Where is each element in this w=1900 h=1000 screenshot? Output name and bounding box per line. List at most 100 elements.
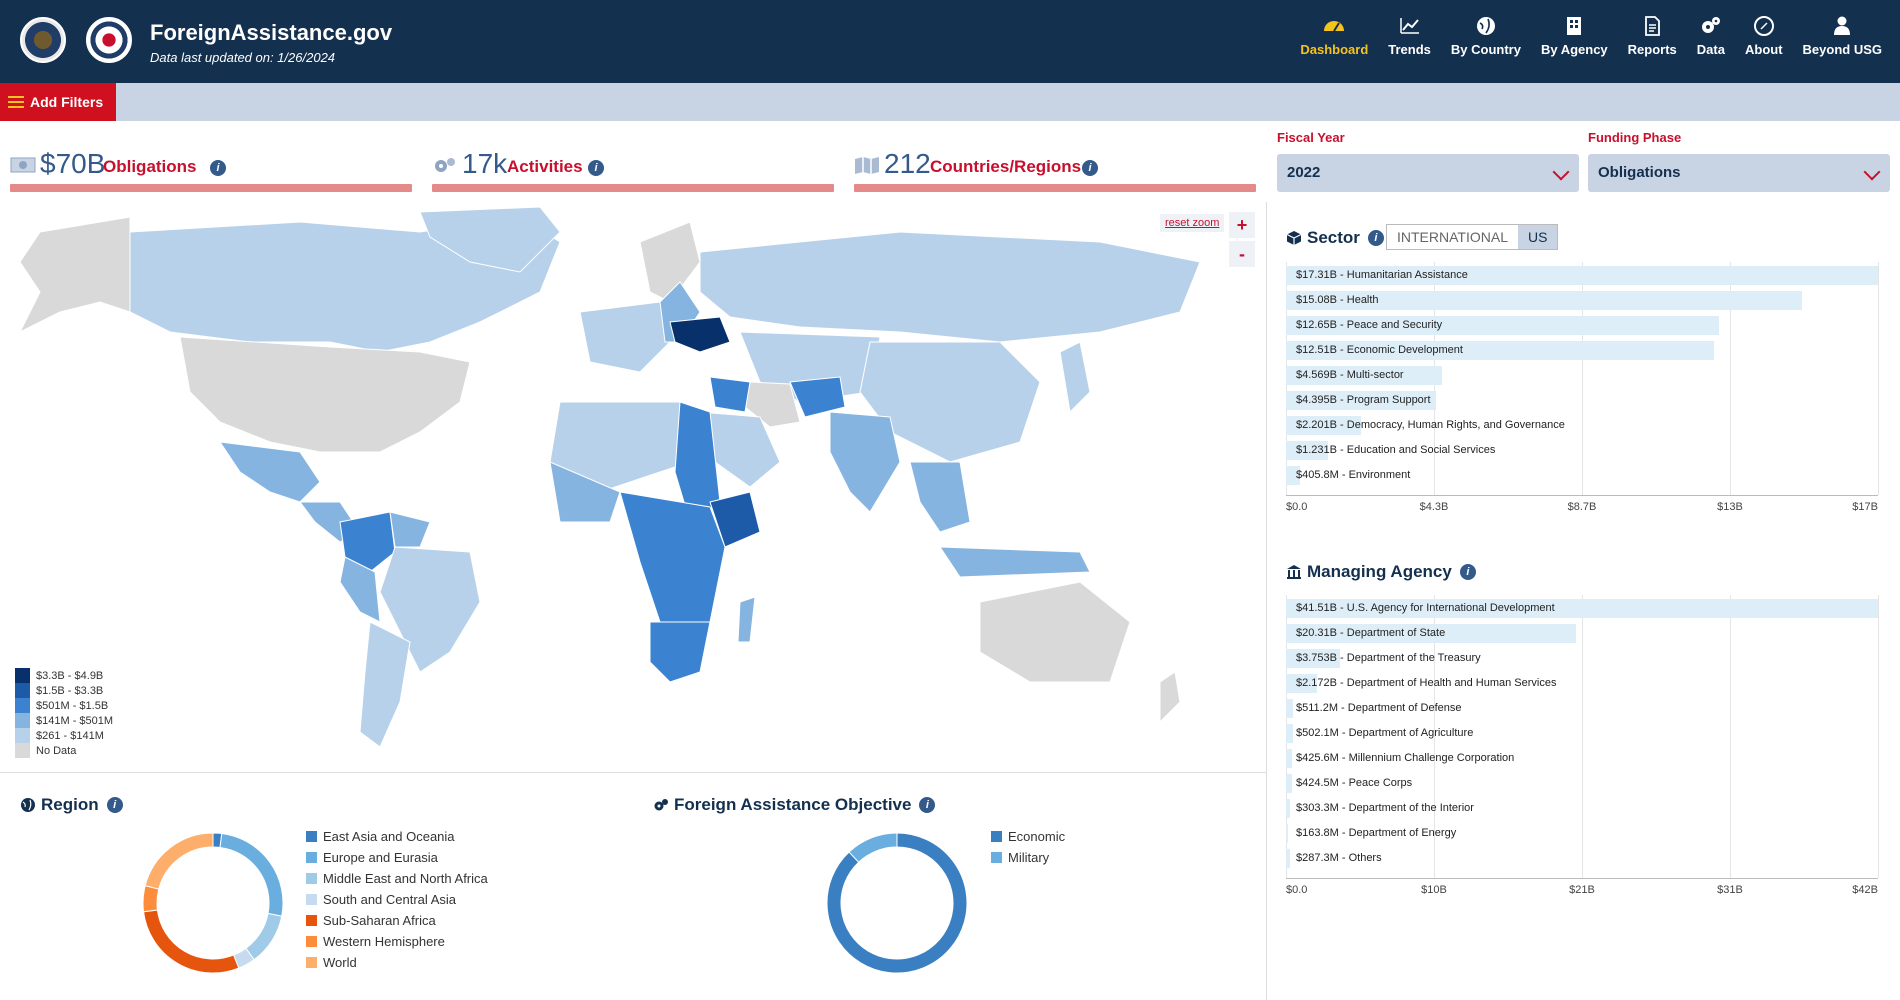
legend-item[interactable]: South and Central Asia: [306, 889, 488, 910]
bar[interactable]: [1286, 291, 1802, 310]
objective-donut-chart[interactable]: [822, 828, 972, 978]
legend-item[interactable]: Middle East and North Africa: [306, 868, 488, 889]
map-country-indonesia[interactable]: [939, 546, 1091, 578]
legend-item[interactable]: Economic: [991, 826, 1065, 847]
world-map[interactable]: [0, 202, 1266, 772]
bar-row[interactable]: $20.31B - Department of State: [1286, 624, 1878, 643]
bar-row[interactable]: $511.2M - Department of Defense: [1286, 699, 1878, 718]
info-icon[interactable]: i: [1082, 160, 1098, 176]
map-country-scandinavia[interactable]: [639, 221, 701, 303]
donut-slice[interactable]: [142, 884, 160, 913]
bar-row[interactable]: $424.5M - Peace Corps: [1286, 774, 1878, 793]
map-country-india[interactable]: [829, 411, 901, 513]
legend-item[interactable]: World: [306, 952, 488, 973]
map-country-ethiopia[interactable]: [709, 491, 761, 548]
toggle-international[interactable]: INTERNATIONAL: [1397, 229, 1508, 245]
bar[interactable]: [1286, 624, 1576, 643]
map-country-colombia[interactable]: [339, 511, 396, 573]
bar-row[interactable]: $12.51B - Economic Development: [1286, 341, 1878, 360]
donut-slice[interactable]: [245, 912, 283, 961]
map-country-north-africa[interactable]: [549, 401, 691, 493]
bar[interactable]: [1286, 824, 1289, 843]
map-country-usa[interactable]: [179, 336, 471, 453]
map-country-western-europe[interactable]: [579, 301, 671, 373]
donut-slice[interactable]: [826, 832, 968, 974]
zoom-in-button[interactable]: +: [1229, 212, 1255, 238]
map-country-new-zealand[interactable]: [1159, 671, 1181, 724]
donut-slice[interactable]: [144, 832, 214, 890]
map-country-southern-africa[interactable]: [649, 621, 711, 683]
donut-slice[interactable]: [219, 832, 284, 917]
nav-by-agency[interactable]: By Agency: [1531, 14, 1618, 57]
donut-slice[interactable]: [848, 832, 898, 863]
legend-item[interactable]: East Asia and Oceania: [306, 826, 488, 847]
site-title[interactable]: ForeignAssistance.gov: [150, 20, 393, 45]
map-country-peru[interactable]: [339, 556, 381, 623]
bar[interactable]: [1286, 266, 1878, 285]
legend-item[interactable]: Sub-Saharan Africa: [306, 910, 488, 931]
zoom-out-button[interactable]: -: [1229, 241, 1255, 267]
map-country-madagascar[interactable]: [737, 596, 756, 643]
map-country-mexico[interactable]: [218, 441, 321, 503]
toggle-us[interactable]: US: [1517, 225, 1558, 249]
map-country-venezuela[interactable]: [389, 511, 431, 548]
state-department-seal[interactable]: [20, 17, 66, 63]
region-donut-chart[interactable]: [138, 828, 288, 978]
bar-row[interactable]: $2.172B - Department of Health and Human…: [1286, 674, 1878, 693]
map-country-ukraine[interactable]: [669, 316, 731, 353]
donut-slice[interactable]: [142, 909, 240, 974]
bar[interactable]: [1286, 599, 1878, 618]
bar[interactable]: [1286, 799, 1291, 818]
bar[interactable]: [1286, 316, 1719, 335]
nav-reports[interactable]: Reports: [1618, 14, 1687, 57]
map-country-west-africa[interactable]: [549, 461, 621, 523]
nav-by-country[interactable]: By Country: [1441, 14, 1531, 57]
nav-trends[interactable]: Trends: [1378, 14, 1441, 57]
bar[interactable]: [1286, 649, 1340, 668]
bar-row[interactable]: $502.1M - Department of Agriculture: [1286, 724, 1878, 743]
bar[interactable]: [1286, 674, 1317, 693]
bar[interactable]: [1286, 466, 1300, 485]
map-country-greenland[interactable]: [419, 206, 561, 273]
bar-row[interactable]: $425.6M - Millennium Challenge Corporati…: [1286, 749, 1878, 768]
map-country-argentina[interactable]: [359, 621, 411, 748]
bar[interactable]: [1286, 774, 1293, 793]
map-country-central-africa[interactable]: [619, 491, 726, 623]
bar-row[interactable]: $3.753B - Department of the Treasury: [1286, 649, 1878, 668]
map-country-australia[interactable]: [979, 581, 1131, 683]
legend-item[interactable]: Military: [991, 847, 1065, 868]
add-filters-button[interactable]: Add Filters: [0, 83, 116, 121]
fiscal-year-select[interactable]: 2022: [1277, 154, 1579, 192]
info-icon[interactable]: i: [919, 797, 936, 813]
bar-row[interactable]: $287.3M - Others: [1286, 849, 1878, 868]
bar-row[interactable]: $4.395B - Program Support: [1286, 391, 1878, 410]
world-map-svg[interactable]: [0, 202, 1266, 772]
sector-toggle[interactable]: INTERNATIONAL US: [1386, 224, 1559, 250]
bar[interactable]: [1286, 699, 1294, 718]
map-country-china[interactable]: [859, 341, 1041, 463]
bar[interactable]: [1286, 416, 1362, 435]
bar-row[interactable]: $4.569B - Multi-sector: [1286, 366, 1878, 385]
reset-zoom-link[interactable]: reset zoom: [1160, 214, 1225, 232]
bar[interactable]: [1286, 749, 1293, 768]
info-icon[interactable]: i: [588, 160, 604, 176]
legend-item[interactable]: Western Hemisphere: [306, 931, 488, 952]
bar-row[interactable]: $2.201B - Democracy, Human Rights, and G…: [1286, 416, 1878, 435]
nav-beyond-usg[interactable]: Beyond USG: [1793, 14, 1892, 57]
info-icon[interactable]: i: [210, 160, 226, 176]
bar-row[interactable]: $405.8M - Environment: [1286, 466, 1878, 485]
nav-dashboard[interactable]: Dashboard: [1290, 14, 1378, 57]
bar-row[interactable]: $41.51B - U.S. Agency for International …: [1286, 599, 1878, 618]
usaid-seal[interactable]: [86, 17, 132, 63]
legend-item[interactable]: Europe and Eurasia: [306, 847, 488, 868]
nav-about[interactable]: About: [1735, 14, 1793, 57]
bar[interactable]: [1286, 391, 1437, 410]
map-country-middle-east[interactable]: [709, 376, 751, 413]
bar[interactable]: [1286, 441, 1329, 460]
map-country-japan[interactable]: [1059, 341, 1091, 414]
map-country-afghanistan[interactable]: [789, 376, 846, 418]
bar-row[interactable]: $303.3M - Department of the Interior: [1286, 799, 1878, 818]
bar-row[interactable]: $163.8M - Department of Energy: [1286, 824, 1878, 843]
map-country-russia[interactable]: [699, 231, 1201, 343]
nav-data[interactable]: Data: [1687, 14, 1735, 57]
